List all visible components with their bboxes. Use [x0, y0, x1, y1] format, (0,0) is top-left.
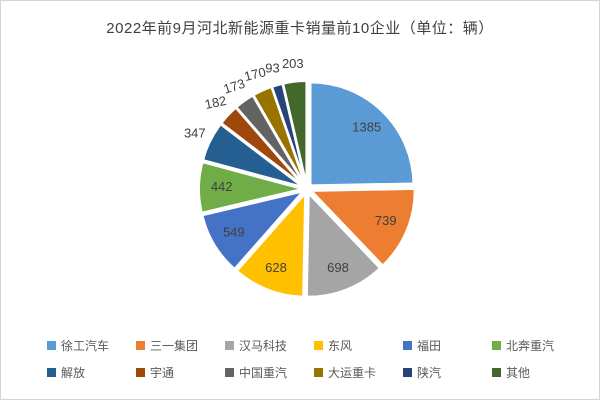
pie-data-label-其他: 203 [282, 56, 304, 71]
legend-label: 汉马科技 [239, 339, 288, 353]
legend-item-解放: 解放 [47, 364, 136, 381]
legend-marker-icon [136, 368, 145, 377]
pie-data-label-大运重卡: 170 [243, 64, 268, 84]
legend-item-北奔重汽: 北奔重汽 [492, 337, 581, 354]
legend-label: 北奔重汽 [506, 339, 555, 353]
legend-label: 中国重汽 [239, 366, 288, 380]
pie-slice-徐工汽车 [309, 81, 415, 187]
legend-item-汉马科技: 汉马科技 [225, 337, 314, 354]
legend-label: 福田 [417, 339, 442, 353]
legend-marker-icon [225, 368, 234, 377]
legend-item-福田: 福田 [403, 337, 492, 354]
legend-item-三一集团: 三一集团 [136, 337, 225, 354]
legend-item-东风: 东风 [314, 337, 403, 354]
legend-marker-icon [492, 368, 501, 377]
legend-item-陕汽: 陕汽 [403, 364, 492, 381]
pie-data-label-陕汽: 93 [265, 60, 279, 75]
legend-label: 东风 [328, 339, 353, 353]
legend-item-大运重卡: 大运重卡 [314, 364, 403, 381]
legend-marker-icon [314, 341, 323, 350]
legend-marker-icon [47, 341, 56, 350]
chart-title: 2022年前9月河北新能源重卡销量前10企业（单位：辆） [106, 20, 494, 37]
legend-marker-icon [225, 341, 234, 350]
legend-marker-icon [314, 368, 323, 377]
legend-marker-icon [47, 368, 56, 377]
legend-label: 徐工汽车 [61, 339, 110, 353]
pie-data-label-解放: 347 [184, 125, 206, 140]
legend: 徐工汽车 三一集团 汉马科技 东风 福田 北奔重汽解放 宇通 中国重汽 大运重卡 陕汽 其他 [47, 337, 581, 381]
legend-item-中国重汽: 中国重汽 [225, 364, 314, 381]
legend-marker-icon [136, 341, 145, 350]
pie-slice-汉马科技 [305, 191, 382, 298]
legend-item-宇通: 宇通 [136, 364, 225, 381]
legend-item-徐工汽车: 徐工汽车 [47, 337, 136, 354]
pie-slice-三一集团 [309, 187, 416, 267]
pie-slice-解放 [201, 122, 304, 188]
legend-item-其他: 其他 [492, 364, 581, 381]
legend-marker-icon [403, 368, 412, 377]
pie-data-label-东风: 628 [265, 260, 287, 275]
legend-marker-icon [403, 341, 412, 350]
pie-data-label-福田: 549 [223, 224, 245, 239]
pie-slice-其他 [282, 80, 308, 185]
pie-slice-东风 [235, 190, 307, 298]
legend-label: 三一集团 [150, 339, 199, 353]
pie-data-label-北奔重汽: 442 [211, 179, 233, 194]
legend-label: 解放 [61, 366, 86, 380]
legend-label: 陕汽 [417, 366, 442, 380]
legend-label: 其他 [506, 366, 531, 380]
pie-data-label-徐工汽车: 1385 [352, 120, 381, 135]
pie-data-label-汉马科技: 698 [327, 260, 349, 275]
pie-data-label-三一集团: 739 [375, 213, 397, 228]
pie-slice-北奔重汽 [198, 160, 303, 214]
legend-marker-icon [492, 341, 501, 350]
legend-label: 大运重卡 [328, 366, 377, 380]
pie-data-label-中国重汽: 173 [222, 76, 247, 97]
legend-label: 宇通 [150, 366, 175, 380]
pie-slice-福田 [201, 189, 306, 271]
pie-data-label-宇通: 182 [203, 93, 227, 112]
